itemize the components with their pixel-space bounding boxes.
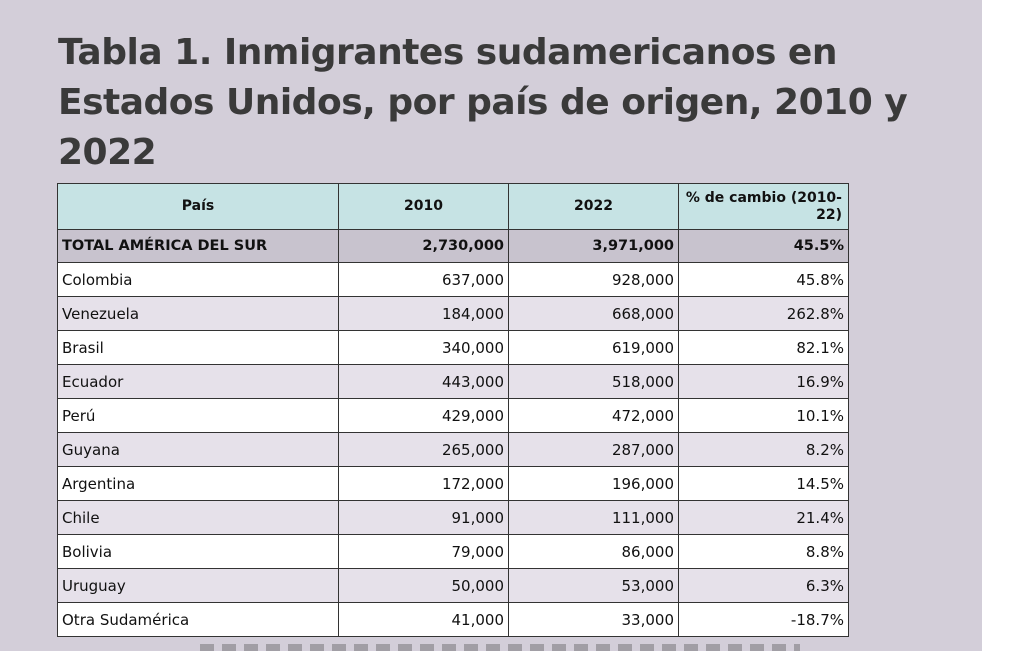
value-2010-cell: 184,000 — [338, 296, 509, 331]
table-row: Ecuador 443,000 518,000 16.9% — [57, 364, 849, 399]
immigrants-table: País 2010 2022 % de cambio (2010-22) TOT… — [57, 183, 849, 637]
change-cell: 21.4% — [678, 500, 849, 535]
value-2022-cell: 33,000 — [508, 602, 679, 637]
table-row: Colombia 637,000 928,000 45.8% — [57, 262, 849, 297]
change-cell: 14.5% — [678, 466, 849, 501]
value-2010-cell: 637,000 — [338, 262, 509, 297]
change-cell: 8.8% — [678, 534, 849, 569]
value-2022-cell: 196,000 — [508, 466, 679, 501]
table-header-row: País 2010 2022 % de cambio (2010-22) — [57, 183, 849, 230]
value-2010-cell: 50,000 — [338, 568, 509, 603]
value-2010-cell: 172,000 — [338, 466, 509, 501]
value-2022-cell: 518,000 — [508, 364, 679, 399]
page-title: Tabla 1. Inmigrantes sudamericanos en Es… — [58, 32, 908, 173]
header-2022: 2022 — [508, 183, 679, 230]
country-cell: Perú — [57, 398, 339, 433]
table-row: Chile 91,000 111,000 21.4% — [57, 500, 849, 535]
country-cell: Chile — [57, 500, 339, 535]
value-2022-cell: 287,000 — [508, 432, 679, 467]
table-row: Uruguay 50,000 53,000 6.3% — [57, 568, 849, 603]
country-cell: Otra Sudamérica — [57, 602, 339, 637]
country-cell: Ecuador — [57, 364, 339, 399]
value-2022-cell: 111,000 — [508, 500, 679, 535]
change-cell: 82.1% — [678, 330, 849, 365]
total-row: TOTAL AMÉRICA DEL SUR 2,730,000 3,971,00… — [57, 229, 849, 263]
total-change: 45.5% — [678, 229, 849, 263]
value-2010-cell: 340,000 — [338, 330, 509, 365]
total-2010: 2,730,000 — [338, 229, 509, 263]
content-panel: Tabla 1. Inmigrantes sudamericanos en Es… — [0, 0, 982, 651]
country-cell: Brasil — [57, 330, 339, 365]
value-2022-cell: 668,000 — [508, 296, 679, 331]
table-row: Guyana 265,000 287,000 8.2% — [57, 432, 849, 467]
country-cell: Argentina — [57, 466, 339, 501]
value-2022-cell: 86,000 — [508, 534, 679, 569]
change-cell: 262.8% — [678, 296, 849, 331]
table-row: Venezuela 184,000 668,000 262.8% — [57, 296, 849, 331]
country-cell: Bolivia — [57, 534, 339, 569]
country-cell: Colombia — [57, 262, 339, 297]
table-row: Perú 429,000 472,000 10.1% — [57, 398, 849, 433]
header-2010: 2010 — [338, 183, 509, 230]
change-cell: 16.9% — [678, 364, 849, 399]
table-row: Bolivia 79,000 86,000 8.8% — [57, 534, 849, 569]
value-2010-cell: 265,000 — [338, 432, 509, 467]
truncated-text-line — [200, 644, 800, 651]
value-2010-cell: 41,000 — [338, 602, 509, 637]
value-2022-cell: 619,000 — [508, 330, 679, 365]
header-country: País — [57, 183, 339, 230]
value-2010-cell: 429,000 — [338, 398, 509, 433]
change-cell: 10.1% — [678, 398, 849, 433]
country-cell: Uruguay — [57, 568, 339, 603]
change-cell: 8.2% — [678, 432, 849, 467]
table-row: Argentina 172,000 196,000 14.5% — [57, 466, 849, 501]
change-cell: -18.7% — [678, 602, 849, 637]
value-2022-cell: 928,000 — [508, 262, 679, 297]
value-2022-cell: 472,000 — [508, 398, 679, 433]
value-2010-cell: 443,000 — [338, 364, 509, 399]
value-2010-cell: 79,000 — [338, 534, 509, 569]
value-2010-cell: 91,000 — [338, 500, 509, 535]
table-row: Brasil 340,000 619,000 82.1% — [57, 330, 849, 365]
value-2022-cell: 53,000 — [508, 568, 679, 603]
change-cell: 45.8% — [678, 262, 849, 297]
total-label: TOTAL AMÉRICA DEL SUR — [57, 229, 339, 263]
table-row: Otra Sudamérica 41,000 33,000 -18.7% — [57, 602, 849, 637]
country-cell: Guyana — [57, 432, 339, 467]
country-cell: Venezuela — [57, 296, 339, 331]
change-cell: 6.3% — [678, 568, 849, 603]
total-2022: 3,971,000 — [508, 229, 679, 263]
header-change: % de cambio (2010-22) — [678, 183, 849, 230]
